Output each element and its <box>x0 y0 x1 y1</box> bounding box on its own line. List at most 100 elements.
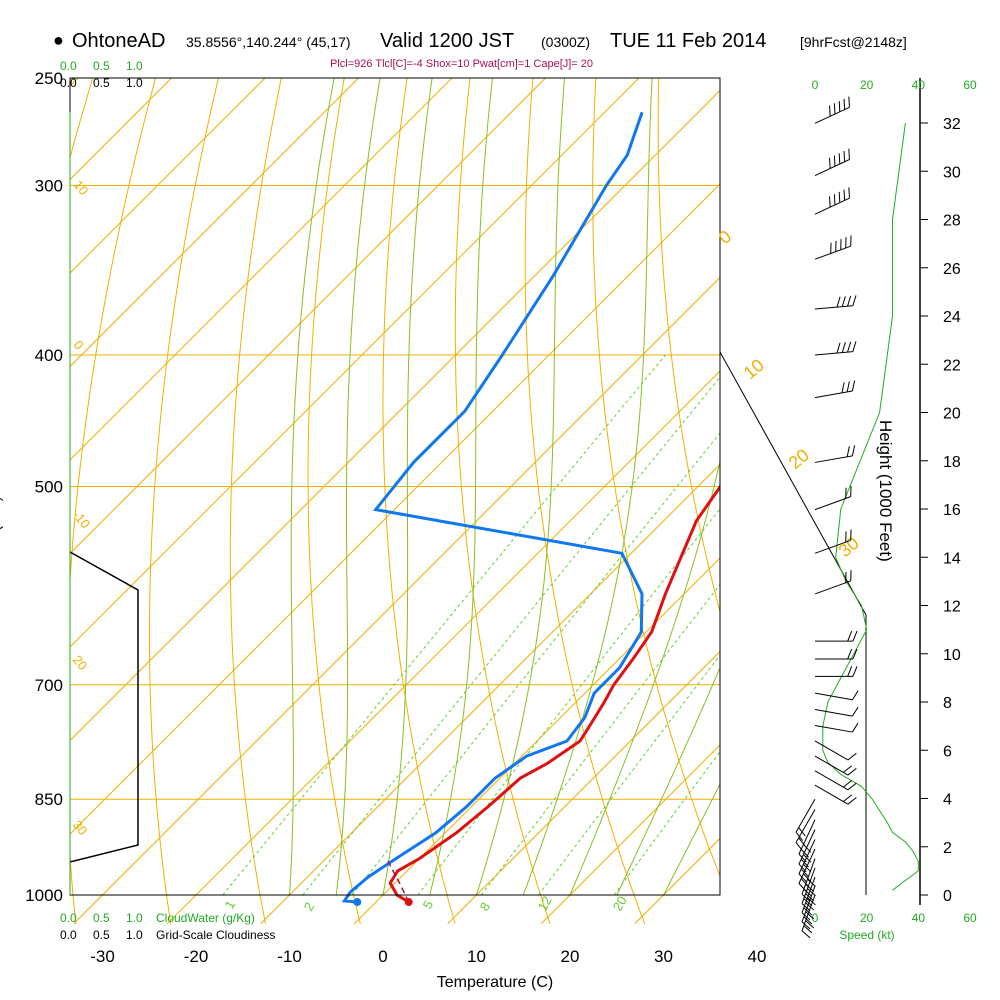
wind-barb-shaft <box>814 580 851 595</box>
station-coords: 35.8556°,140.244° (45,17) <box>186 34 351 50</box>
wind-barb-feather <box>803 898 813 907</box>
wind-barb-feather <box>798 883 807 892</box>
isotherm-line <box>540 744 720 925</box>
cloudwater-tick-bottom: 1.0 <box>126 911 143 925</box>
isotherm-line <box>447 650 720 925</box>
parcel-line <box>386 858 410 903</box>
cloudwater-tick-bottom: 0.0 <box>60 911 77 925</box>
dry-adiabat-line <box>846 54 1000 924</box>
isotherm-label: 20 <box>785 445 813 473</box>
mixing-ratio-line <box>417 508 720 896</box>
dewpoint-surface-marker <box>353 898 362 907</box>
speed-tick-top: 40 <box>912 78 926 92</box>
cloudiness-profile <box>69 551 139 863</box>
wind-barb-feather <box>805 893 815 902</box>
wind-barb <box>814 485 852 511</box>
wind-barb <box>815 630 858 642</box>
isotherm-line <box>70 78 360 368</box>
height-tick-label: 10 <box>943 647 961 664</box>
wind-barb <box>814 690 859 701</box>
wind-barb <box>814 187 850 215</box>
dry-adiabat-line <box>592 78 720 878</box>
valid-time: Valid 1200 JST <box>380 30 515 52</box>
pressure-tick-label: 700 <box>35 676 63 695</box>
wind-barb-feather <box>847 666 853 677</box>
cloudiness-tick-top: 0.0 <box>60 76 77 90</box>
wind-barb-shaft <box>814 197 850 215</box>
speed-tick-top: 0 <box>812 78 819 92</box>
wind-barb-feather <box>807 878 816 887</box>
wind-barb-shaft <box>814 709 853 717</box>
wind-barb <box>814 341 857 356</box>
dry-adiabat-line <box>149 78 219 924</box>
isotherm-line <box>915 54 1000 924</box>
wind-barb-feather <box>829 157 831 169</box>
cloudiness-legend-label: Grid-Scale Cloudiness <box>156 928 275 942</box>
y-axis-label: P (hPa) <box>0 496 3 543</box>
station-name: OhtoneAD <box>72 30 166 52</box>
cloudiness-tick-bottom: 0.0 <box>60 928 77 942</box>
wind-barb-feather <box>841 342 846 353</box>
wind-barb-feather <box>852 295 857 306</box>
height-axis-label: Height (1000 Feet) <box>876 420 895 562</box>
wind-barb-feather <box>838 191 841 203</box>
height-tick-label: 30 <box>943 164 961 181</box>
wind-barb-feather <box>803 907 813 916</box>
dry-adiabat-line <box>908 54 1000 924</box>
wind-barb <box>795 798 816 841</box>
wind-barb-feather <box>829 105 831 117</box>
wind-barb <box>814 722 859 733</box>
temperature-tick-label: 20 <box>561 947 580 966</box>
wind-barb-feather <box>852 648 858 660</box>
wind-barb-feather <box>801 921 811 930</box>
wind-barb-shaft <box>795 798 816 833</box>
wind-barb-feather <box>800 878 809 887</box>
pressure-tick-label: 250 <box>35 69 63 88</box>
wind-barb-shaft <box>814 539 851 554</box>
moist-adiabat-line <box>616 666 720 896</box>
dry-adiabat-line <box>970 54 1000 924</box>
wind-barb-feather <box>841 296 846 307</box>
dry-adiabat-line <box>454 78 551 924</box>
wind-barb-feather <box>847 295 852 307</box>
wind-barb <box>814 148 850 176</box>
wind-barb <box>798 839 816 883</box>
speed-tick-bottom: 40 <box>912 911 926 925</box>
moist-adiabat-line <box>569 459 720 896</box>
wind-barb-shaft <box>814 245 851 260</box>
speed-tick-top: 20 <box>860 78 874 92</box>
wind-barb-feather <box>847 752 857 761</box>
wind-barb-feather <box>851 722 859 733</box>
height-tick-label: 32 <box>943 116 961 133</box>
dry-adiabat-label: 0 <box>71 337 87 352</box>
wind-barb-feather <box>848 96 850 108</box>
wind-barb-shaft <box>814 755 849 776</box>
wind-barb-shaft <box>814 784 849 805</box>
height-tick-label: 28 <box>943 213 961 230</box>
station-dot-icon: ● <box>53 30 64 50</box>
wind-barb-shaft <box>801 876 816 913</box>
wind-barb-feather <box>805 920 815 929</box>
wind-barb <box>814 755 857 776</box>
header: ● OhtoneAD 35.8556°,140.244° (45,17) Val… <box>0 28 1000 62</box>
wind-barb-shaft <box>814 305 853 310</box>
wind-barb-feather <box>843 189 846 201</box>
cloudwater-tick-top: 0.5 <box>93 59 110 73</box>
speed-tick-bottom: 20 <box>860 911 874 925</box>
wind-barb-feather <box>851 445 856 456</box>
x-axis-label: Temperature (C) <box>437 974 553 991</box>
isotherm-line <box>70 78 453 461</box>
wind-barb-feather <box>795 831 804 841</box>
wind-barb-shaft <box>798 819 816 855</box>
temperature-tick-label: -30 <box>90 947 115 966</box>
wind-barb-feather <box>800 858 809 868</box>
wind-barb-feather <box>795 842 804 852</box>
plot-area <box>70 54 1000 925</box>
wind-barb-feather <box>805 911 815 920</box>
wind-barb-feather <box>829 196 831 208</box>
wind-barb <box>801 894 816 939</box>
isotherm-line <box>70 78 547 555</box>
wind-barb <box>814 706 859 717</box>
